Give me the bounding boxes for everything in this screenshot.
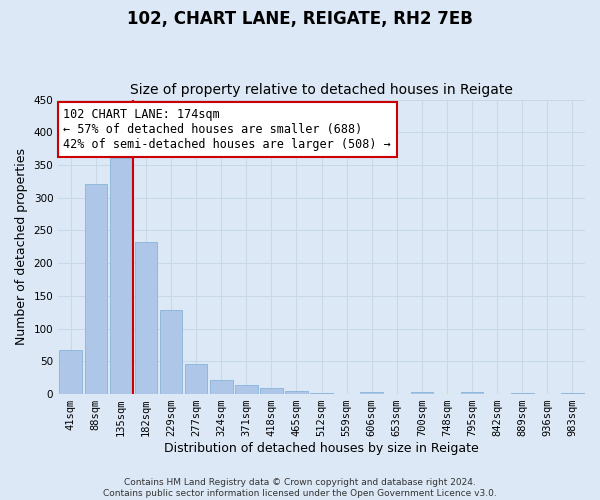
Title: Size of property relative to detached houses in Reigate: Size of property relative to detached ho… [130, 83, 513, 97]
Bar [561, 393, 584, 394]
Bar [85, 184, 107, 394]
Bar [59, 350, 82, 394]
Bar [185, 364, 208, 394]
Bar [160, 310, 182, 394]
Bar [285, 391, 308, 394]
Bar [235, 385, 257, 394]
Bar [210, 380, 233, 394]
Bar [461, 392, 484, 394]
Text: 102 CHART LANE: 174sqm
← 57% of detached houses are smaller (688)
42% of semi-de: 102 CHART LANE: 174sqm ← 57% of detached… [64, 108, 391, 152]
Y-axis label: Number of detached properties: Number of detached properties [15, 148, 28, 346]
Bar [361, 392, 383, 394]
Bar [410, 392, 433, 394]
Bar [134, 242, 157, 394]
Bar [511, 393, 533, 394]
Text: Contains HM Land Registry data © Crown copyright and database right 2024.
Contai: Contains HM Land Registry data © Crown c… [103, 478, 497, 498]
Bar [110, 158, 132, 394]
Text: 102, CHART LANE, REIGATE, RH2 7EB: 102, CHART LANE, REIGATE, RH2 7EB [127, 10, 473, 28]
Bar [310, 393, 333, 394]
Bar [260, 388, 283, 394]
X-axis label: Distribution of detached houses by size in Reigate: Distribution of detached houses by size … [164, 442, 479, 455]
